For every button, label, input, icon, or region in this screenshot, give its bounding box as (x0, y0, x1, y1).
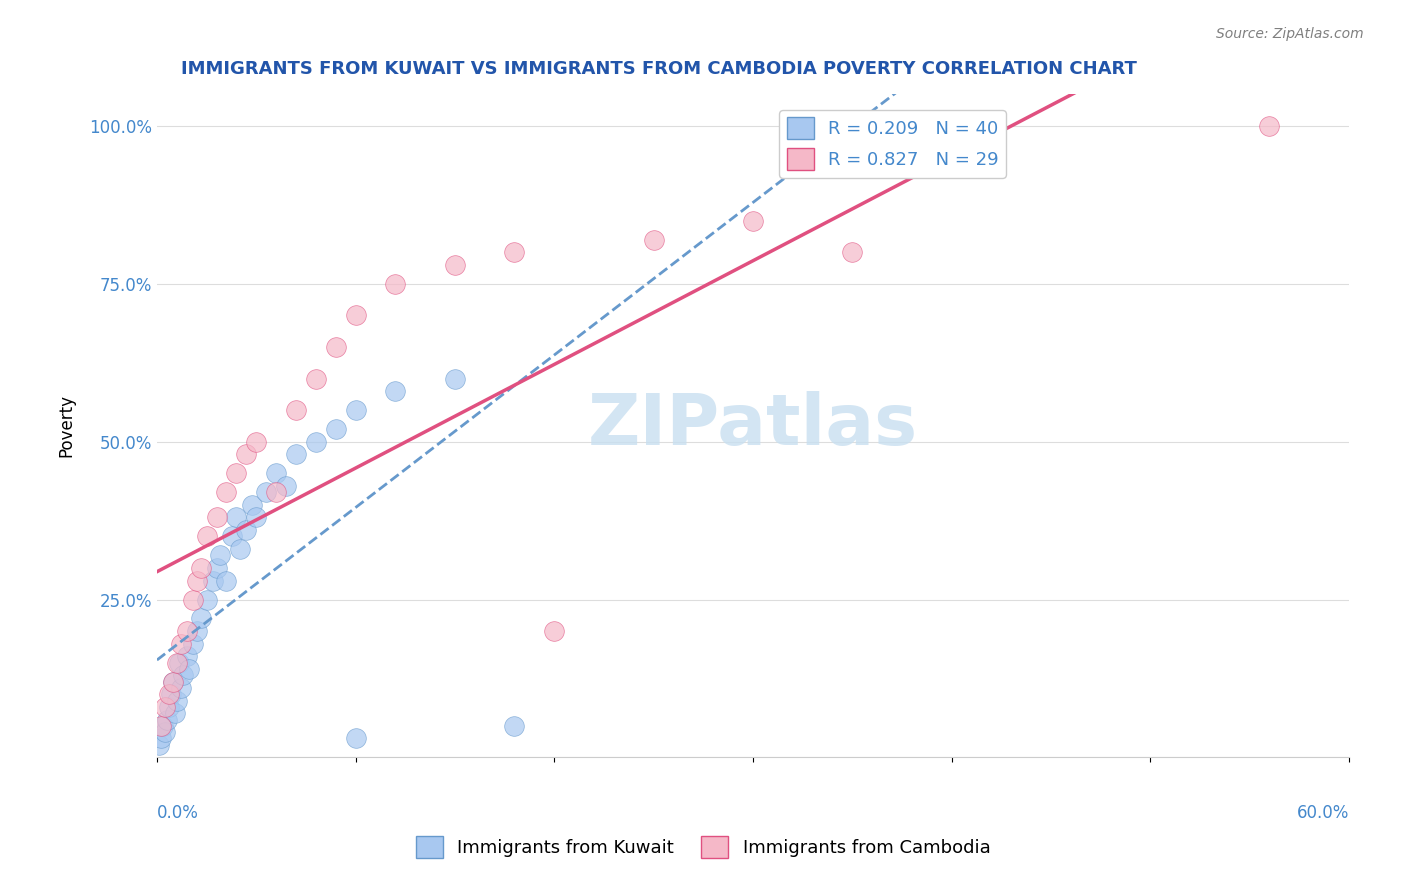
Point (235, 447, 257, 461)
Point (841, 245, 863, 260)
Point (344, 309, 367, 323)
Point (177, 662, 200, 676)
Text: IMMIGRANTS FROM KUWAIT VS IMMIGRANTS FROM CAMBODIA POVERTY CORRELATION CHART: IMMIGRANTS FROM KUWAIT VS IMMIGRANTS FRO… (181, 60, 1136, 78)
Point (195, 529, 218, 543)
Point (172, 668, 194, 682)
Point (149, 719, 172, 733)
Point (162, 674, 184, 689)
Point (166, 656, 188, 670)
Point (157, 687, 180, 701)
Point (205, 510, 228, 524)
Point (254, 485, 277, 500)
Point (384, 384, 406, 399)
Point (264, 485, 287, 500)
Point (153, 725, 176, 739)
Point (190, 611, 212, 625)
Point (176, 649, 198, 664)
Point (444, 258, 467, 272)
Point (225, 510, 247, 524)
Text: Source: ZipAtlas.com: Source: ZipAtlas.com (1216, 27, 1364, 41)
Point (167, 656, 190, 670)
Legend: R = 0.209   N = 40, R = 0.827   N = 29: R = 0.209 N = 40, R = 0.827 N = 29 (779, 110, 1007, 178)
Point (181, 637, 204, 651)
Point (170, 681, 193, 695)
Point (229, 542, 252, 557)
Point (215, 574, 238, 588)
Point (325, 340, 347, 354)
Point (160, 687, 183, 701)
Point (643, 233, 665, 247)
Point (166, 693, 188, 707)
Point (152, 719, 174, 733)
Point (235, 523, 257, 537)
Point (741, 213, 763, 227)
Point (205, 561, 228, 575)
Point (149, 731, 172, 746)
Point (170, 637, 193, 651)
Point (305, 434, 328, 449)
Point (344, 403, 367, 417)
Point (209, 549, 232, 563)
Point (344, 731, 367, 746)
Point (245, 510, 267, 524)
Point (1258, 119, 1281, 133)
Point (384, 277, 406, 291)
Text: 60.0%: 60.0% (1296, 804, 1348, 822)
Point (240, 498, 263, 512)
Point (186, 574, 208, 588)
Point (148, 738, 170, 752)
Point (176, 624, 198, 639)
Point (153, 699, 176, 714)
Point (543, 624, 565, 639)
Point (444, 371, 467, 385)
Point (201, 574, 224, 588)
Point (305, 371, 328, 385)
Point (285, 447, 308, 461)
Point (285, 403, 308, 417)
Point (190, 561, 212, 575)
Point (325, 422, 347, 436)
Point (245, 434, 267, 449)
Point (186, 624, 208, 639)
Y-axis label: Poverty: Poverty (58, 394, 75, 458)
Point (503, 719, 526, 733)
Point (156, 713, 179, 727)
Point (162, 674, 184, 689)
Point (195, 592, 218, 607)
Point (157, 699, 180, 714)
Point (163, 706, 186, 721)
Legend: Immigrants from Kuwait, Immigrants from Cambodia: Immigrants from Kuwait, Immigrants from … (409, 829, 997, 865)
Text: 0.0%: 0.0% (157, 804, 198, 822)
Point (181, 592, 204, 607)
Point (264, 467, 287, 481)
Point (503, 245, 526, 260)
Point (274, 479, 297, 493)
Point (215, 485, 238, 500)
Text: ZIPatlas: ZIPatlas (588, 392, 918, 460)
Point (225, 467, 247, 481)
Point (221, 529, 243, 543)
